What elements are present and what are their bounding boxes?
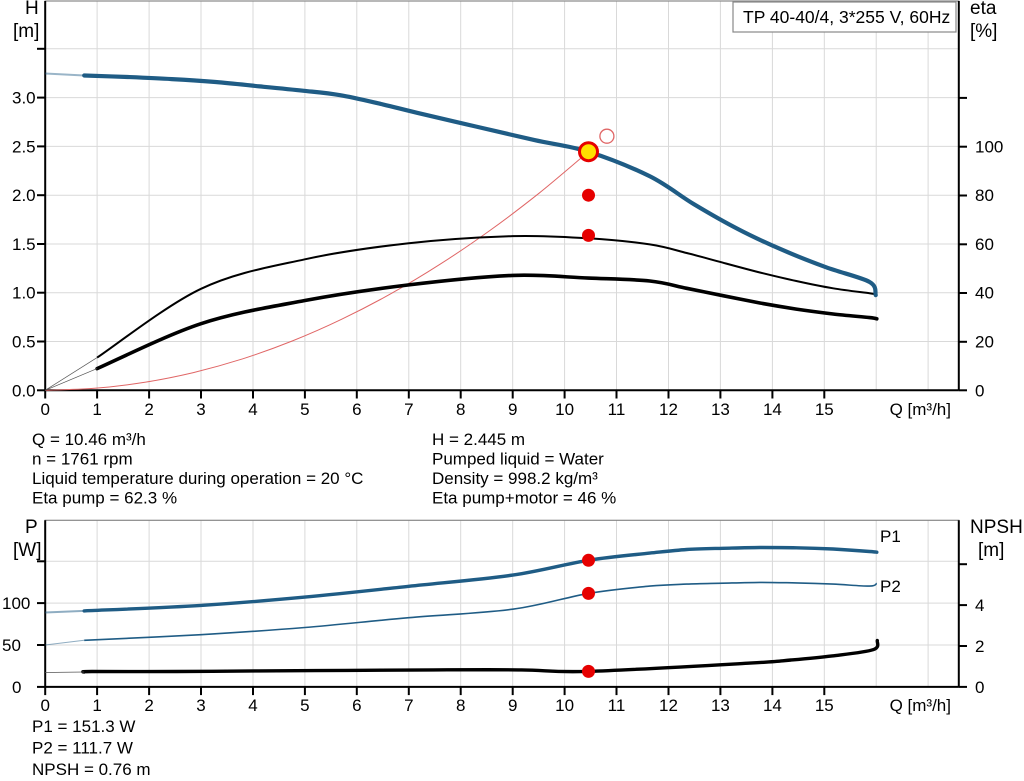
svg-text:P1 = 151.3 W: P1 = 151.3 W bbox=[32, 717, 135, 736]
svg-text:9: 9 bbox=[508, 696, 517, 715]
svg-text:100: 100 bbox=[2, 594, 30, 613]
svg-text:H = 2.445 m: H = 2.445 m bbox=[432, 430, 525, 449]
svg-text:14: 14 bbox=[763, 400, 782, 419]
svg-text:2.0: 2.0 bbox=[12, 186, 36, 205]
svg-text:7: 7 bbox=[404, 696, 413, 715]
svg-text:5: 5 bbox=[300, 400, 309, 419]
svg-text:Q = 10.46 m³/h: Q = 10.46 m³/h bbox=[32, 430, 146, 449]
svg-text:14: 14 bbox=[763, 696, 782, 715]
svg-text:3: 3 bbox=[196, 400, 205, 419]
svg-text:Eta pump+motor = 46 %: Eta pump+motor = 46 % bbox=[432, 489, 616, 508]
svg-text:60: 60 bbox=[975, 235, 994, 254]
svg-text:13: 13 bbox=[711, 400, 730, 419]
svg-text:NPSH: NPSH bbox=[970, 517, 1023, 538]
svg-text:0: 0 bbox=[40, 696, 49, 715]
svg-text:P: P bbox=[25, 517, 38, 538]
svg-text:0.0: 0.0 bbox=[12, 381, 36, 400]
svg-text:1: 1 bbox=[92, 696, 101, 715]
svg-text:2: 2 bbox=[975, 637, 984, 656]
svg-text:4: 4 bbox=[248, 696, 257, 715]
svg-text:3.0: 3.0 bbox=[12, 89, 36, 108]
svg-text:20: 20 bbox=[975, 333, 994, 352]
svg-text:10: 10 bbox=[555, 400, 574, 419]
svg-text:eta: eta bbox=[970, 0, 997, 19]
svg-text:[m]: [m] bbox=[978, 540, 1004, 561]
svg-text:n = 1761 rpm: n = 1761 rpm bbox=[32, 450, 133, 469]
svg-text:Q [m³/h]: Q [m³/h] bbox=[890, 400, 951, 419]
svg-text:6: 6 bbox=[352, 400, 361, 419]
svg-text:Liquid temperature during oper: Liquid temperature during operation = 20… bbox=[32, 469, 363, 488]
svg-text:Density = 998.2 kg/m³: Density = 998.2 kg/m³ bbox=[432, 469, 598, 488]
svg-text:2.5: 2.5 bbox=[12, 137, 36, 156]
svg-text:Eta pump = 62.3 %: Eta pump = 62.3 % bbox=[32, 489, 177, 508]
svg-text:0: 0 bbox=[975, 381, 984, 400]
svg-text:6: 6 bbox=[352, 696, 361, 715]
svg-text:15: 15 bbox=[815, 696, 834, 715]
svg-text:0: 0 bbox=[975, 678, 984, 697]
svg-text:H: H bbox=[25, 0, 39, 19]
svg-text:[%]: [%] bbox=[970, 21, 997, 42]
svg-text:15: 15 bbox=[815, 400, 834, 419]
svg-text:7: 7 bbox=[404, 400, 413, 419]
svg-text:2: 2 bbox=[144, 696, 153, 715]
svg-text:8: 8 bbox=[456, 400, 465, 419]
svg-text:12: 12 bbox=[659, 400, 678, 419]
svg-text:TP 40-40/4, 3*255 V, 60Hz: TP 40-40/4, 3*255 V, 60Hz bbox=[743, 7, 950, 27]
svg-text:2: 2 bbox=[144, 400, 153, 419]
svg-text:80: 80 bbox=[975, 186, 994, 205]
svg-text:50: 50 bbox=[2, 636, 21, 655]
svg-text:[m]: [m] bbox=[13, 21, 39, 42]
svg-text:[W]: [W] bbox=[13, 540, 42, 561]
svg-text:P2: P2 bbox=[880, 577, 901, 596]
svg-text:0.5: 0.5 bbox=[12, 333, 36, 352]
svg-text:11: 11 bbox=[608, 400, 626, 419]
svg-text:5: 5 bbox=[300, 696, 309, 715]
svg-text:Q [m³/h]: Q [m³/h] bbox=[890, 696, 951, 715]
svg-text:40: 40 bbox=[975, 284, 994, 303]
svg-text:P1: P1 bbox=[880, 527, 901, 546]
svg-text:0: 0 bbox=[40, 400, 49, 419]
svg-text:1.5: 1.5 bbox=[12, 235, 36, 254]
svg-text:4: 4 bbox=[975, 596, 984, 615]
svg-text:10: 10 bbox=[555, 696, 574, 715]
svg-text:1.0: 1.0 bbox=[12, 284, 36, 303]
svg-text:0: 0 bbox=[12, 678, 21, 697]
svg-text:13: 13 bbox=[711, 696, 730, 715]
svg-text:P2 = 111.7 W: P2 = 111.7 W bbox=[32, 739, 133, 758]
svg-text:8: 8 bbox=[456, 696, 465, 715]
svg-text:11: 11 bbox=[608, 696, 626, 715]
svg-text:9: 9 bbox=[508, 400, 517, 419]
svg-text:Pumped liquid = Water: Pumped liquid = Water bbox=[432, 450, 604, 469]
svg-text:100: 100 bbox=[975, 137, 1003, 156]
svg-text:1: 1 bbox=[92, 400, 101, 419]
svg-text:4: 4 bbox=[248, 400, 257, 419]
svg-text:12: 12 bbox=[659, 696, 678, 715]
svg-text:3: 3 bbox=[196, 696, 205, 715]
svg-text:NPSH = 0.76 m: NPSH = 0.76 m bbox=[32, 760, 151, 779]
